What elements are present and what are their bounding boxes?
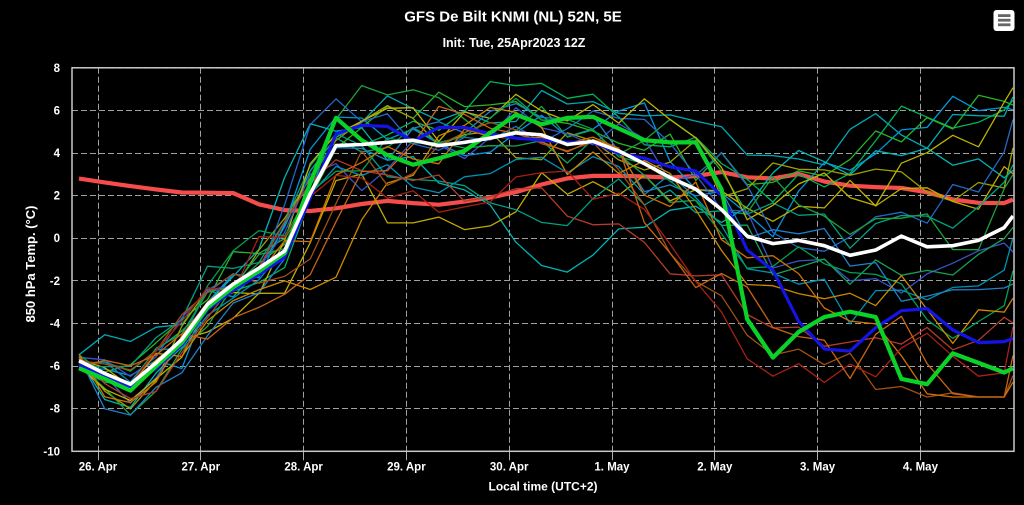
svg-text:850 hPa Temp. (°C): 850 hPa Temp. (°C) [23,206,38,323]
svg-text:27. Apr: 27. Apr [182,462,221,474]
svg-text:28. Apr: 28. Apr [284,462,323,474]
svg-text:26. Apr: 26. Apr [79,462,118,474]
svg-text:Local time (UTC+2): Local time (UTC+2) [488,480,597,494]
svg-text:8: 8 [54,63,61,75]
svg-text:4: 4 [54,148,61,160]
svg-text:-8: -8 [50,404,61,416]
svg-text:6: 6 [54,105,60,117]
svg-text:29. Apr: 29. Apr [387,462,426,474]
svg-text:4. May: 4. May [903,462,939,474]
svg-text:-10: -10 [43,446,60,458]
svg-text:-2: -2 [50,276,60,288]
svg-text:1. May: 1. May [594,462,630,474]
svg-text:-6: -6 [50,361,60,373]
svg-text:0: 0 [54,233,60,245]
svg-text:-4: -4 [50,319,61,331]
svg-text:3. May: 3. May [800,462,836,474]
svg-text:GFS De Bilt KNMI (NL) 52N, 5E: GFS De Bilt KNMI (NL) 52N, 5E [404,9,622,26]
svg-text:Init: Tue, 25Apr2023 12Z: Init: Tue, 25Apr2023 12Z [443,36,586,50]
svg-text:2: 2 [54,191,60,203]
svg-text:30. Apr: 30. Apr [490,462,529,474]
svg-text:2. May: 2. May [697,462,733,474]
